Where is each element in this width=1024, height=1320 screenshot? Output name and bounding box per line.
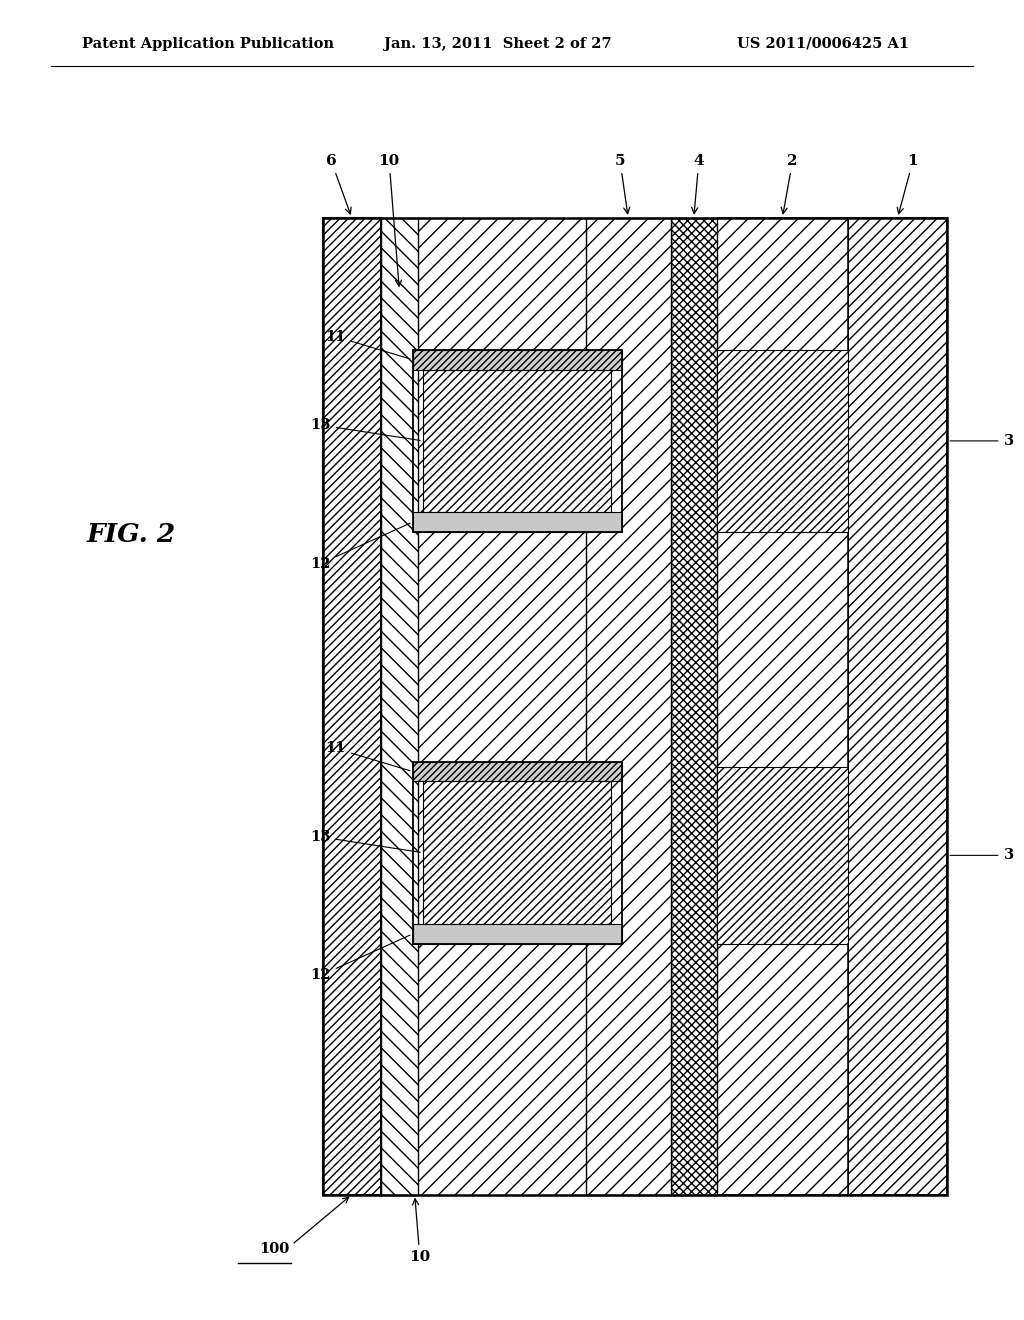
Text: 12: 12 — [310, 523, 411, 570]
Text: 10: 10 — [379, 154, 401, 286]
Bar — [413, 762, 622, 781]
Bar — [671, 218, 717, 1195]
Bar — [717, 767, 848, 944]
Text: Patent Application Publication: Patent Application Publication — [82, 37, 334, 50]
Bar — [413, 924, 622, 944]
Text: 2: 2 — [781, 154, 798, 214]
Bar — [418, 218, 586, 1195]
Bar — [848, 218, 947, 1195]
Text: 12: 12 — [310, 935, 411, 982]
Bar — [381, 218, 418, 1195]
Text: 1: 1 — [897, 154, 919, 214]
Bar — [413, 762, 622, 944]
Bar — [586, 218, 671, 1195]
Text: FIG. 2: FIG. 2 — [87, 523, 176, 546]
Text: 3: 3 — [950, 434, 1014, 447]
Bar — [423, 370, 611, 512]
Text: 13: 13 — [310, 418, 420, 441]
Text: 11: 11 — [326, 742, 410, 771]
Text: 10: 10 — [410, 1199, 430, 1265]
Text: 5: 5 — [614, 154, 630, 214]
Text: 6: 6 — [326, 154, 351, 214]
Text: 100: 100 — [259, 1242, 290, 1257]
Text: US 2011/0006425 A1: US 2011/0006425 A1 — [737, 37, 909, 50]
Bar — [413, 350, 622, 532]
Text: Jan. 13, 2011  Sheet 2 of 27: Jan. 13, 2011 Sheet 2 of 27 — [384, 37, 611, 50]
Bar — [413, 350, 622, 532]
Text: 4: 4 — [691, 154, 705, 214]
Bar — [423, 781, 611, 924]
Text: 3: 3 — [950, 849, 1014, 862]
Bar — [717, 350, 848, 532]
Bar — [717, 218, 848, 1195]
Bar — [413, 512, 622, 532]
Text: 13: 13 — [310, 830, 420, 853]
Text: 11: 11 — [326, 330, 410, 359]
Bar — [323, 218, 381, 1195]
Bar — [413, 762, 622, 944]
Bar — [413, 350, 622, 370]
Bar — [323, 218, 947, 1195]
